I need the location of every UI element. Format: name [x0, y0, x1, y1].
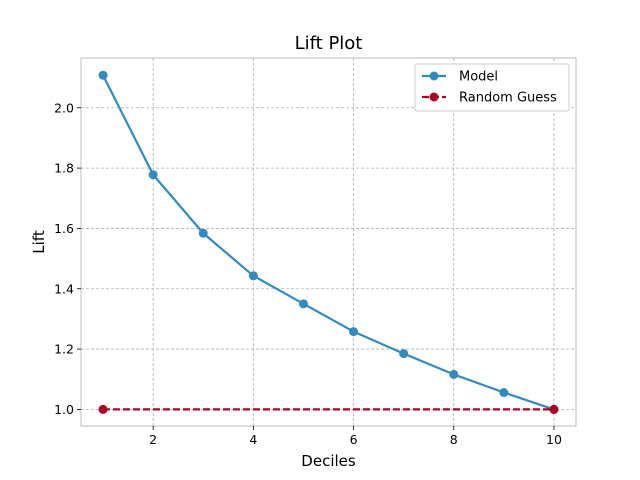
chart-title: Lift Plot [295, 33, 363, 54]
legend-random-marker [429, 92, 439, 102]
model-point [499, 388, 509, 398]
random-guess-point [98, 404, 108, 414]
x-tick-label: 6 [350, 432, 358, 447]
x-tick-label: 2 [149, 432, 157, 447]
x-axis-label: Deciles [301, 452, 356, 470]
model-point [98, 70, 108, 80]
model-point [198, 228, 208, 238]
model-point [148, 170, 158, 180]
y-tick-label: 1.4 [54, 281, 74, 296]
grid-lines [81, 58, 576, 426]
y-tick-label: 2.0 [54, 100, 74, 115]
x-tick-label: 8 [450, 432, 458, 447]
legend-model-label: Model [459, 70, 498, 85]
x-tick-label: 4 [249, 432, 257, 447]
legend-model-marker [429, 71, 439, 81]
y-tick-label: 1.8 [54, 161, 74, 176]
model-point [349, 327, 359, 337]
y-tick-label: 1.2 [54, 342, 74, 357]
x-ticks: 2 4 6 8 10 [149, 426, 562, 447]
model-point [449, 369, 459, 379]
model-point [248, 271, 258, 281]
plot-area [80, 57, 577, 427]
y-axis-label: Lift [30, 230, 48, 254]
y-tick-label: 1.6 [54, 221, 74, 236]
legend-random-label: Random Guess [459, 91, 557, 106]
y-tick-label: 1.0 [54, 402, 74, 417]
legend-box [414, 63, 570, 112]
random-guess-point [549, 404, 559, 414]
series-group [98, 70, 559, 414]
model-line [102, 74, 555, 411]
x-tick-label: 10 [546, 432, 562, 447]
y-ticks: 1.0 1.2 1.4 1.6 1.8 2.0 [54, 100, 81, 417]
model-point [298, 299, 308, 309]
model-point [399, 349, 409, 359]
legend: Model Random Guess [414, 63, 570, 112]
